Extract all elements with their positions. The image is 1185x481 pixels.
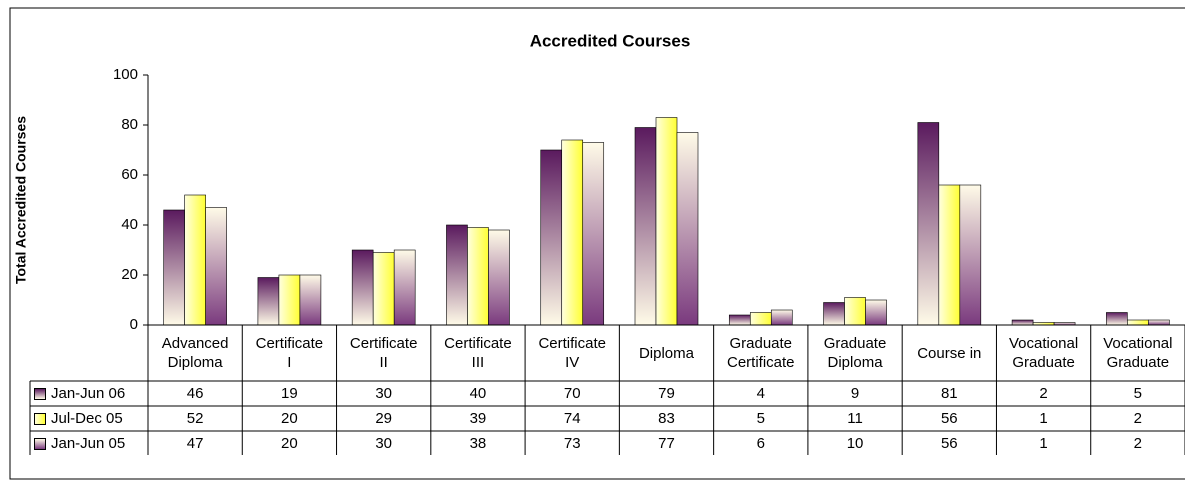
bar	[540, 149, 563, 326]
y-axis-label: Total Accredited Courses	[13, 116, 29, 284]
table-value: 81	[940, 385, 958, 402]
bar	[938, 184, 961, 326]
table-value: 73	[563, 435, 581, 452]
table-value: 5	[1133, 385, 1143, 402]
table-value: 56	[940, 435, 958, 452]
bar	[823, 302, 845, 326]
table-value: 30	[375, 435, 392, 452]
table-value: 30	[375, 385, 392, 402]
x-tick-label: Certificate II	[349, 335, 418, 371]
y-tick-label: 80	[121, 116, 138, 133]
x-tick-label: Certificate IV	[538, 335, 606, 371]
bar	[634, 127, 657, 326]
bar	[257, 277, 280, 326]
bar	[351, 249, 374, 326]
bar	[393, 249, 416, 326]
legend-label: Jul-Dec 05	[51, 410, 123, 427]
bar	[184, 194, 206, 326]
bar	[1106, 312, 1128, 326]
bar	[749, 312, 772, 326]
bar	[865, 299, 887, 326]
bar	[372, 252, 395, 326]
legend-key	[34, 437, 46, 450]
bar	[467, 227, 489, 326]
x-tick-label: Vocational Graduate	[1103, 335, 1173, 371]
bar	[299, 274, 322, 326]
legend-label: Jan-Jun 05	[51, 435, 126, 452]
x-tick-label: Advanced Diploma	[161, 335, 229, 371]
bar	[844, 297, 866, 326]
bar	[582, 142, 605, 326]
table-value: 11	[847, 410, 863, 427]
table-value: 38	[469, 435, 487, 452]
y-tick-label: 0	[130, 316, 138, 333]
y-tick-label: 60	[121, 166, 138, 183]
table-value: 1	[1039, 435, 1048, 452]
x-tick-label: Course in	[917, 344, 982, 362]
x-tick-label: Diploma	[638, 344, 694, 362]
legend-item: Jan-Jun 05	[30, 431, 125, 456]
bar	[959, 184, 982, 326]
bar	[917, 122, 940, 326]
chart-border	[9, 7, 1185, 480]
table-value: 79	[658, 385, 675, 402]
table-value: 29	[375, 410, 392, 427]
table-value: 19	[281, 385, 298, 402]
table-value: 47	[186, 435, 204, 452]
table-value: 4	[756, 385, 765, 402]
table-value: 40	[469, 385, 487, 402]
table-value: 70	[563, 385, 581, 402]
bar	[728, 314, 751, 326]
x-tick-label: Certificate III	[444, 335, 512, 371]
x-tick-label: Vocational Graduate	[1008, 335, 1079, 371]
y-tick-label: 40	[121, 216, 138, 233]
table-value: 56	[940, 410, 958, 427]
bar	[163, 209, 185, 326]
table-value: 46	[186, 385, 204, 402]
x-tick-label: Certificate I	[255, 335, 324, 371]
table-value: 39	[469, 410, 487, 427]
table-value: 6	[756, 435, 765, 452]
table-value: 2	[1039, 385, 1048, 402]
chart-title: Accredited Courses	[530, 31, 691, 50]
bar	[205, 207, 227, 326]
legend-key	[34, 387, 46, 400]
table-value: 74	[563, 410, 581, 427]
table-value: 5	[756, 410, 765, 427]
table-value: 2	[1133, 435, 1143, 452]
legend-item: Jan-Jun 06	[30, 381, 125, 406]
table-value: 2	[1133, 410, 1143, 427]
bar	[446, 224, 468, 326]
bar	[655, 117, 678, 326]
legend-key	[34, 412, 46, 425]
x-tick-label: Graduate Diploma	[823, 335, 887, 371]
table-value: 77	[658, 435, 675, 452]
table-value: 52	[186, 410, 204, 427]
table-value: 83	[658, 410, 675, 427]
table-value: 20	[281, 410, 298, 427]
table-value: 9	[850, 385, 860, 402]
bar	[278, 274, 301, 326]
table-value: 1	[1039, 410, 1048, 427]
x-tick-label: Graduate Certificate	[726, 335, 795, 371]
legend-item: Jul-Dec 05	[30, 406, 123, 431]
bar	[561, 139, 584, 326]
legend-label: Jan-Jun 06	[51, 385, 126, 402]
table-value: 20	[281, 435, 298, 452]
bar	[488, 229, 510, 326]
bar	[676, 132, 699, 326]
table-value: 10	[846, 435, 864, 452]
y-tick-label: 100	[113, 66, 138, 83]
y-tick-label: 20	[121, 266, 138, 283]
bar	[770, 309, 793, 326]
